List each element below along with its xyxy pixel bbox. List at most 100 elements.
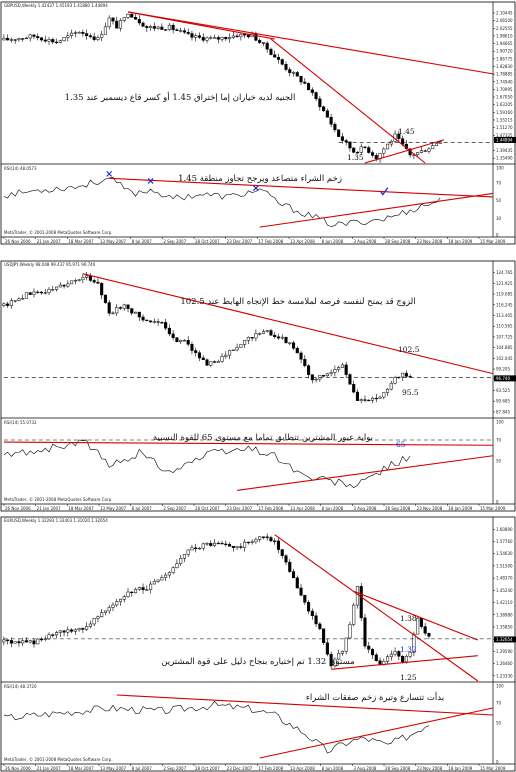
gbpusd-trendline [127, 11, 493, 75]
gbpusd-candle [6, 34, 10, 41]
eurusd-candle [24, 637, 28, 643]
gbpusd-candle [288, 67, 292, 77]
gbpusd-candle [337, 129, 341, 138]
eurusd-candle [363, 613, 367, 649]
usdjpy-candle [152, 318, 156, 324]
eurusd-candle [51, 633, 55, 638]
eurusd-candle [258, 536, 262, 543]
usdjpy-candle [9, 298, 13, 309]
gbpusd-rsi-tick-label: 70 [496, 180, 502, 185]
eurusd-candle [310, 608, 314, 620]
usdjpy-candle [103, 294, 107, 305]
eurusd-candle [374, 652, 378, 662]
usdjpy-price-tick-label: 121.925 [496, 281, 513, 286]
usdjpy-date-label: 15 Mar 2009 [480, 506, 506, 511]
eurusd-date-label: 23 Dec 2007 [227, 766, 253, 771]
eurusd-candle [427, 632, 431, 640]
eurusd-candle [58, 629, 62, 637]
eurusd-candle [145, 585, 149, 591]
gbpusd-price-tick-label: 2.10445 [496, 10, 513, 15]
usdjpy-price-tick-label: 110.565 [496, 324, 513, 329]
usdjpy-candle [92, 278, 96, 284]
usdjpy-candle [228, 349, 232, 360]
gbpusd-trendline [109, 177, 493, 198]
gbpusd-candle [88, 33, 92, 39]
gbpusd-price-tick-label: 1.47325 [496, 133, 513, 138]
gbpusd-candle [427, 146, 431, 154]
usdjpy-candle [250, 337, 254, 342]
usdjpy-candle [386, 387, 390, 396]
gbpusd-price-tick-label: 1.70995 [496, 87, 513, 92]
usdjpy-candle [329, 369, 333, 377]
usdjpy-candle [156, 318, 160, 326]
eurusd-level-1-25: 1.25 [400, 673, 417, 682]
usdjpy-candle [307, 364, 311, 379]
gbpusd-rsi-check-marker [380, 187, 389, 196]
gbpusd-date-label: 23 Dec 2007 [227, 239, 253, 244]
eurusd-candle [73, 628, 77, 635]
usdjpy-price-tick-label: 104.885 [496, 345, 513, 350]
gbpusd-candle [167, 22, 171, 32]
eurusd-candle [13, 641, 17, 644]
eurusd-rsi-line [3, 700, 430, 754]
eurusd-date-label: 18 Jan 2009 [448, 766, 472, 771]
gbpusd-date-label: 23 Nov 2008 [417, 239, 443, 244]
gbpusd-candle [352, 147, 356, 154]
gbpusd-rsi-cross-marker [252, 185, 259, 191]
eurusd-date-label: 8 Jun 2008 [322, 766, 344, 771]
eurusd-price-tick-label: 1.26460 [496, 661, 513, 666]
gbpusd-price-tick-label: 1.59160 [496, 110, 513, 115]
usdjpy-price-tick-label: 116.245 [496, 302, 513, 307]
eurusd-candle [107, 604, 111, 614]
gbpusd-candle [54, 38, 59, 45]
eurusd-price-tick-label: 1.32654 [496, 637, 513, 642]
usdjpy-candle [401, 372, 405, 381]
gbpusd-candle [36, 33, 40, 41]
gbpusd-candle [322, 105, 326, 113]
eurusd-date-label: 3 Aug 2008 [353, 766, 377, 771]
gbpusd-candle [47, 36, 51, 46]
gbpusd-rsi-cross-marker [106, 170, 113, 177]
eurusd-candle [36, 638, 40, 645]
gbpusd-candle [51, 37, 55, 44]
gbpusd-candle [235, 33, 239, 38]
eurusd-price-tick-label: 1.57760 [496, 539, 513, 544]
gbpusd-candle [130, 12, 134, 19]
eurusd-candle [70, 628, 74, 634]
gbpusd-candle [423, 149, 427, 152]
gbpusd-candle [126, 13, 130, 20]
gbpusd-candle [118, 18, 123, 32]
usdjpy-rsi-annotation: بوابة عبور المشترين تتطابق تماما مع مستو… [153, 433, 373, 443]
eurusd-date-label: 8 Jul 2007 [132, 766, 153, 771]
usdjpy-candle [254, 329, 258, 342]
gbpusd-candle [265, 40, 269, 53]
eurusd-candle [291, 568, 296, 579]
usdjpy-candle [2, 302, 6, 308]
eurusd-candle [269, 535, 273, 543]
usdjpy-candle [299, 350, 303, 364]
usdjpy-candle [81, 273, 85, 283]
usdjpy-level-102-5: 102.5 [398, 345, 420, 354]
usdjpy-candle [126, 304, 130, 313]
usdjpy-candle [322, 374, 326, 378]
gbpusd-candle [115, 16, 119, 29]
eurusd-candle [325, 638, 329, 657]
gbpusd-candle [62, 37, 66, 42]
usdjpy-price-tick-label: 107.725 [496, 334, 513, 339]
usdjpy-candle [182, 338, 186, 342]
usdjpy-trendline [3, 441, 493, 446]
gbpusd-candle [133, 14, 138, 20]
eurusd-candle [2, 636, 6, 646]
gbpusd-candle [224, 36, 228, 41]
usdjpy-rsi-tick-label: 100 [496, 420, 504, 425]
usdjpy-candle [145, 319, 149, 322]
eurusd-candle [96, 615, 100, 623]
usdjpy-candle [28, 291, 32, 295]
usdjpy-candle [62, 284, 66, 289]
gbpusd-candle [344, 138, 348, 146]
usdjpy-candle [363, 395, 367, 403]
usdjpy-candle [220, 353, 224, 363]
eurusd-trendline [331, 655, 478, 670]
gbpusd-candle [81, 29, 85, 37]
eurusd-candle [295, 575, 299, 589]
